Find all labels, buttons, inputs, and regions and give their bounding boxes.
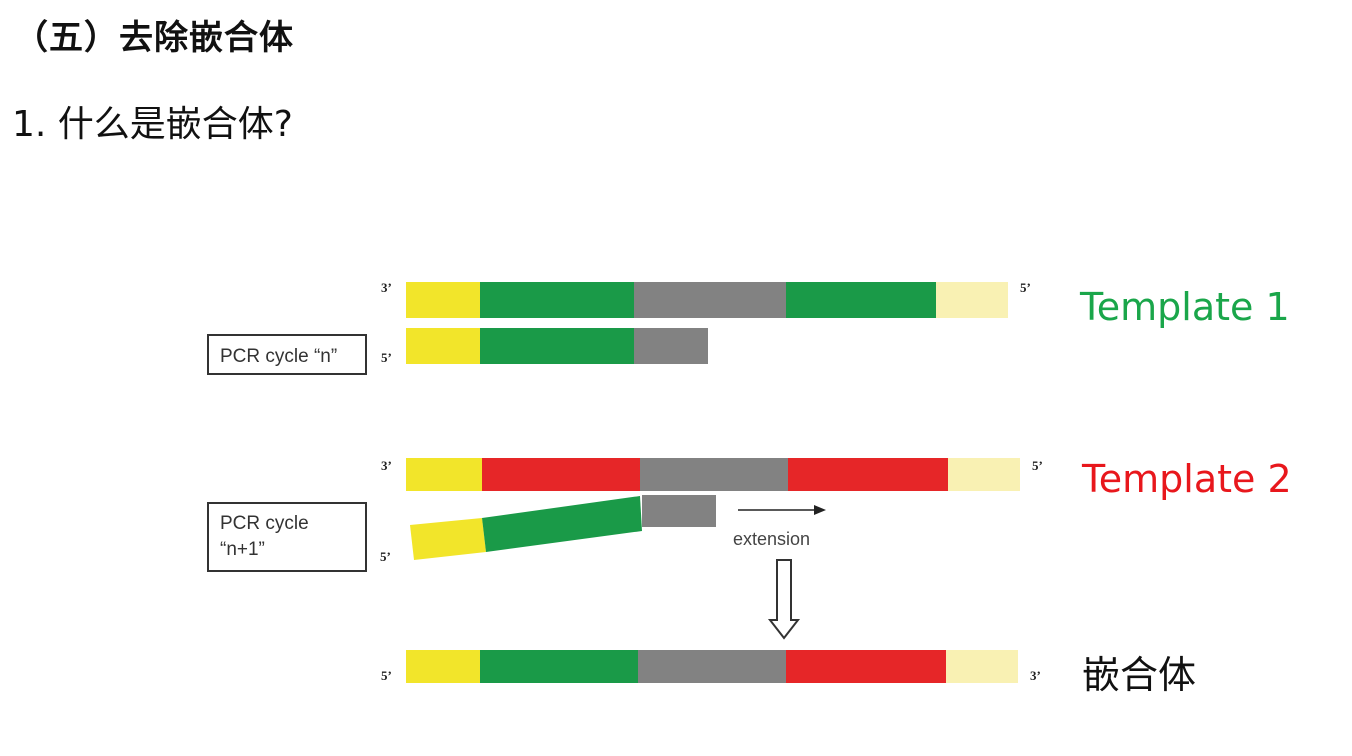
segment-green — [480, 282, 634, 318]
segment-yellow — [406, 458, 482, 491]
segment-gray — [634, 328, 708, 364]
cycle-n-product — [406, 328, 708, 364]
segment-green — [480, 328, 634, 364]
segment-green — [480, 650, 638, 683]
question-title: 1. 什么是嵌合体? — [12, 104, 293, 145]
segment-gray — [634, 282, 786, 318]
section-heading: （五）去除嵌合体 — [14, 18, 294, 58]
segment-pale-yellow — [948, 458, 1020, 491]
pcr-cycle-n1-label-line1: PCR cycle — [220, 513, 309, 534]
template-2-label: Template 2 — [1081, 457, 1292, 501]
chimera-strand — [406, 650, 1018, 683]
template-1-label: Template 1 — [1079, 285, 1290, 329]
pcr-cycle-n-label: PCR cycle “n” — [220, 346, 337, 367]
end-label-3prime: 3’ — [381, 280, 392, 295]
segment-gray — [642, 495, 716, 527]
segment-yellow — [406, 650, 480, 683]
segment-gray — [638, 650, 786, 683]
template-2-strand — [406, 458, 1020, 491]
cycle-n1-product — [410, 495, 716, 560]
pcr-cycle-n1-box — [207, 502, 367, 572]
segment-red — [786, 650, 946, 683]
segment-green — [482, 496, 642, 552]
end-label-5prime: 5’ — [1032, 458, 1043, 473]
down-arrow-icon — [767, 559, 801, 640]
pcr-cycle-n1-label-line2: “n+1” — [220, 539, 265, 560]
end-label-5prime: 5’ — [381, 350, 392, 365]
end-label-3prime: 3’ — [1030, 668, 1041, 683]
segment-yellow — [410, 518, 486, 560]
segment-red — [482, 458, 640, 491]
chimera-label: 嵌合体 — [1082, 653, 1196, 697]
end-label-5prime: 5’ — [1020, 280, 1031, 295]
extension-label: extension — [733, 529, 810, 549]
segment-yellow — [406, 282, 480, 318]
end-label-5prime: 5’ — [381, 668, 392, 683]
segment-red — [788, 458, 948, 491]
segment-yellow — [406, 328, 480, 364]
end-label-5prime: 5’ — [380, 549, 391, 564]
pcr-cycle-n-box — [207, 334, 367, 375]
segment-pale-yellow — [946, 650, 1018, 683]
segment-gray — [640, 458, 788, 491]
end-label-3prime: 3’ — [381, 458, 392, 473]
template-1-strand — [406, 282, 1008, 318]
extension-arrow-icon — [738, 505, 826, 515]
segment-pale-yellow — [936, 282, 1008, 318]
segment-green — [786, 282, 936, 318]
